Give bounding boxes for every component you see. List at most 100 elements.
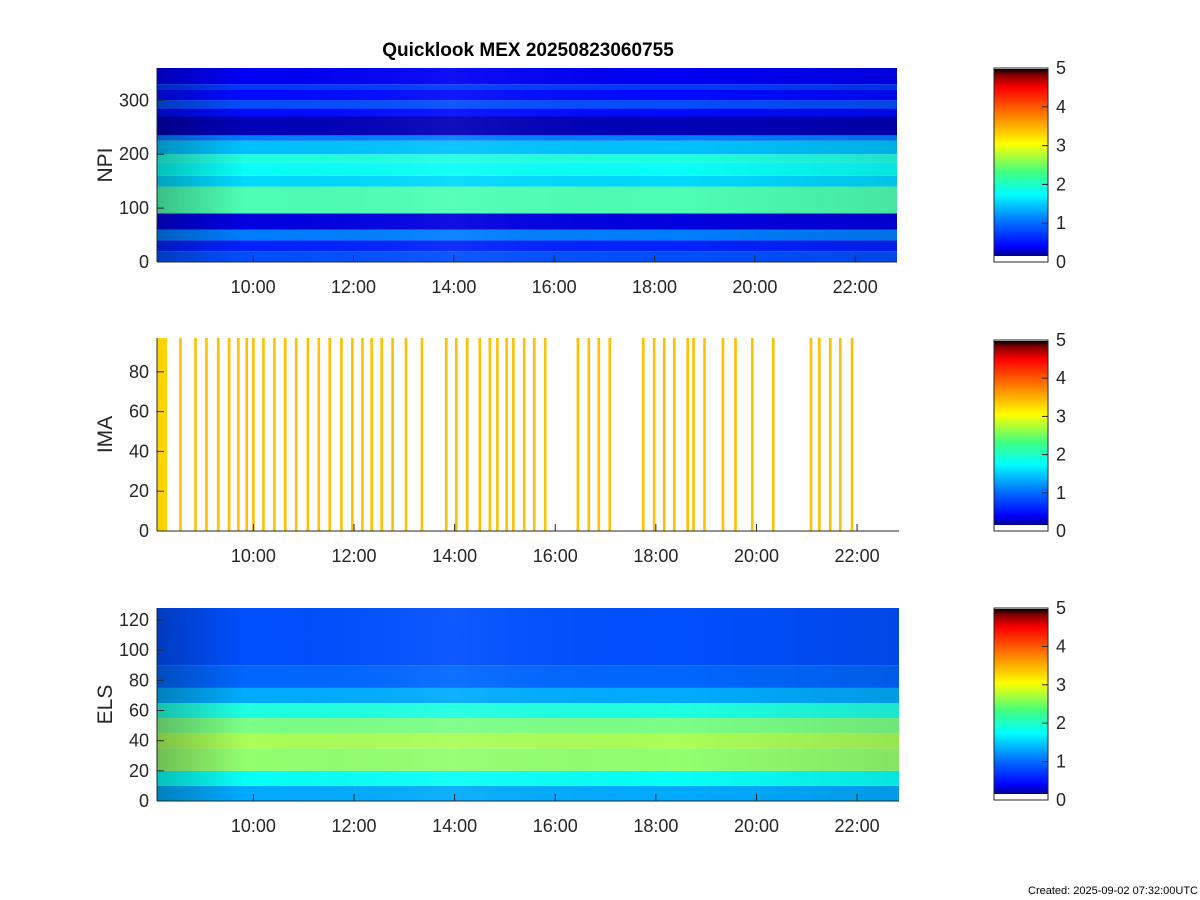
ima-scan-column [828, 338, 832, 531]
ima-scan-column [734, 338, 737, 531]
x-tick-label: 16:00 [533, 546, 578, 566]
colorbar-scale [994, 341, 1048, 525]
y-tick-label: 100 [119, 640, 149, 660]
ima-scan-column [361, 338, 364, 531]
colorbar-tick-label: 5 [1056, 598, 1066, 618]
x-tick-label: 22:00 [835, 546, 880, 566]
ima-scan-column [465, 338, 469, 531]
ima-scan-column [328, 338, 332, 531]
colorbar-tick-label: 2 [1056, 713, 1066, 733]
colorbar-tick-label: 3 [1056, 675, 1066, 695]
ima-scan-column [673, 338, 676, 531]
colorbar-frame [993, 67, 1049, 263]
ima-scan-column [597, 338, 601, 531]
colorbar-tick-label: 2 [1056, 174, 1066, 194]
colorbar-tick-label: 0 [1056, 790, 1066, 810]
ima-scan-column [157, 338, 167, 531]
ima-scan-column [686, 338, 690, 531]
x-tick-label: 20:00 [732, 277, 777, 297]
y-tick-label: 60 [129, 701, 149, 721]
ima-scan-column [179, 338, 182, 531]
ima-scan-column [194, 338, 197, 531]
ima-scan-column [608, 338, 612, 531]
ima-scan-column [496, 338, 499, 531]
ima-scan-column [444, 338, 448, 531]
colorbar-tick-label: 4 [1056, 636, 1066, 656]
y-tick-label: 20 [129, 481, 149, 501]
ima-scan-column [641, 338, 645, 531]
ima-scan-column [652, 338, 656, 531]
els-panel: 10:00 12:00 14:00 16:00 18:00 20:00 22:0002040… [94, 598, 1066, 836]
figure-title: Quicklook MEX 20250823060755 [382, 40, 674, 61]
ima-scan-column [216, 338, 220, 531]
x-tick-label: 18:00 [633, 816, 678, 836]
y-tick-label: 20 [129, 761, 149, 781]
colorbar-tick-label: 5 [1056, 330, 1066, 350]
ima-scan-column [512, 338, 515, 531]
y-tick-label: 120 [119, 610, 149, 630]
colorbar-tick-label: 0 [1056, 252, 1066, 272]
colorbar-tick-label: 1 [1056, 213, 1066, 233]
ima-scan-column [380, 338, 383, 531]
colorbar-tick-label: 3 [1056, 406, 1066, 426]
y-axis-label: IMA [94, 416, 117, 453]
colorbar-scale [994, 609, 1048, 794]
ima-scan-column [532, 338, 536, 531]
x-tick-label: 10:00 [231, 816, 276, 836]
ima-scan-column [294, 338, 298, 531]
x-tick-label: 20:00 [734, 816, 779, 836]
npi-panel: 10:00 12:00 14:00 16:00 18:00 20:00 22:00 0 100 2… [94, 58, 1066, 297]
colorbar-tick-label: 1 [1056, 483, 1066, 503]
x-tick-label: 12:00 [332, 546, 377, 566]
colorbar-tick-label: 3 [1056, 136, 1066, 156]
ima-scan-column [306, 338, 310, 531]
ima-scan-column [692, 338, 695, 531]
y-axis-label: ELS [94, 685, 117, 725]
ima-scan-column [522, 338, 526, 531]
ima-scan-column [543, 338, 547, 531]
y-axis-label: NPI [94, 147, 117, 182]
y-tick-label: 60 [129, 402, 149, 422]
x-tick-label: 12:00 [332, 816, 377, 836]
ima-scan-column [370, 338, 373, 531]
ima-scan-column [721, 338, 725, 531]
y-tick-label: 40 [129, 731, 149, 751]
ima-scan-column [273, 338, 276, 531]
ima-scan-column [587, 338, 591, 531]
colorbar-tick-label: 2 [1056, 445, 1066, 465]
created-timestamp: Created: 2025-09-02 07:32:00UTC [1028, 885, 1198, 897]
ima-scan-column [391, 338, 394, 531]
ima-scan-column [237, 338, 240, 531]
ima-scan-column [576, 338, 580, 531]
y-tick-label: 40 [129, 441, 149, 461]
ima-scan-column [404, 338, 408, 531]
x-tick-label: 22:00 [833, 277, 878, 297]
ima-scan-column [283, 338, 287, 531]
x-tick-label: 16:00 [533, 816, 578, 836]
ima-scan-column [488, 338, 492, 531]
y-tick-label: 200 [119, 144, 149, 164]
y-tick-label: 0 [139, 252, 149, 272]
ima-scan-column [351, 338, 354, 531]
ima-scan-column [262, 338, 265, 531]
x-tick-label: 12:00 [331, 277, 376, 297]
x-tick-label: 14:00 [431, 277, 476, 297]
ima-scan-column [455, 338, 458, 531]
ima-scan-column [839, 338, 842, 531]
colorbar-tick-label: 1 [1056, 752, 1066, 772]
colorbar-tick-label: 4 [1056, 368, 1066, 388]
ima-scan-column [771, 338, 775, 531]
ima-scan-column [662, 338, 666, 531]
ima-scan-column [703, 338, 706, 531]
y-tick-label: 0 [139, 521, 149, 541]
ima-scan-column [317, 338, 321, 531]
x-tick-label: 16:00 [532, 277, 577, 297]
x-tick-label: 14:00 [432, 816, 477, 836]
ima-scan-column [420, 338, 424, 531]
ima-scan-column [478, 338, 482, 531]
ima-scan-column [252, 338, 255, 531]
ima-scan-column [505, 338, 508, 531]
colorbar-frame [993, 607, 1049, 801]
spectrogram-shading [157, 68, 897, 262]
y-tick-label: 80 [129, 362, 149, 382]
